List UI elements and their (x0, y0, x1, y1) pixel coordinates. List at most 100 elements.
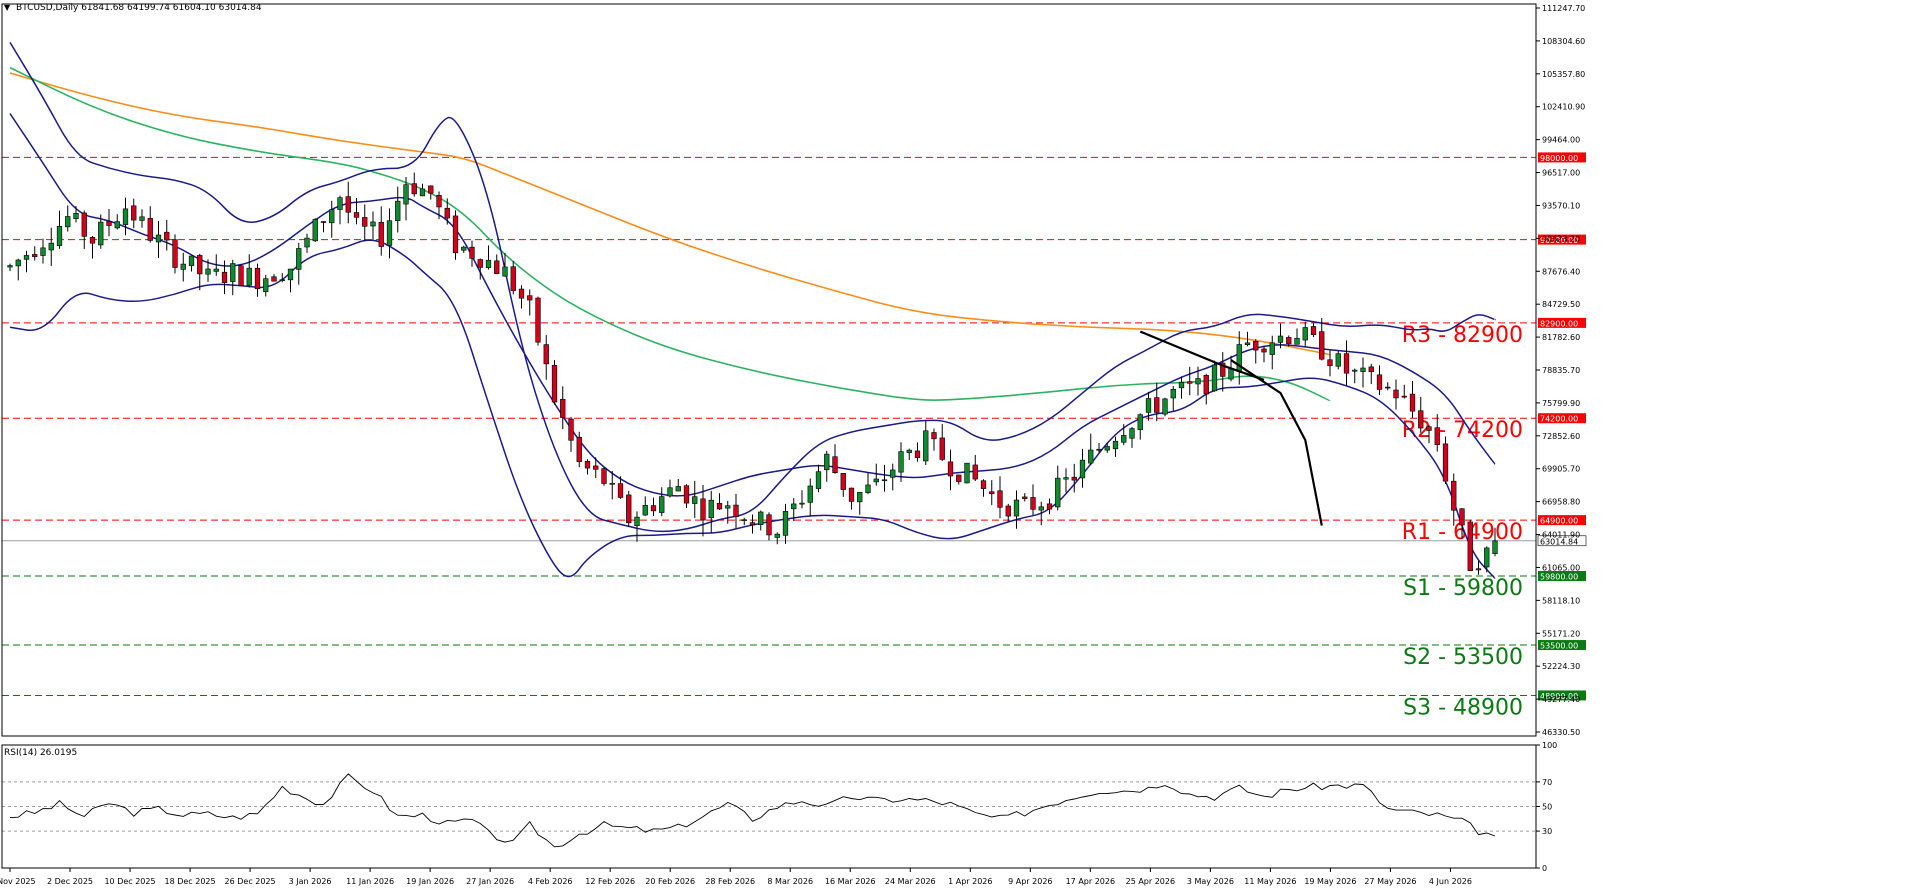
candle (238, 264, 244, 286)
x-tick-label: 27 May 2026 (1364, 877, 1416, 886)
candle (32, 246, 38, 261)
candle-body (989, 491, 995, 495)
candle (230, 259, 236, 296)
y-tick-label: 49277.40 (1542, 695, 1580, 704)
candle-body (1154, 397, 1160, 413)
candle (642, 496, 648, 516)
candle-body (147, 218, 153, 241)
candle (601, 467, 607, 486)
candle-body (692, 496, 698, 504)
candle (1203, 373, 1209, 405)
candle-body (1187, 381, 1193, 384)
candle-body (287, 268, 294, 281)
candle-body (114, 221, 120, 229)
candle (73, 205, 79, 223)
candle-body (89, 237, 96, 244)
candle (296, 242, 302, 285)
candle-body (857, 491, 863, 503)
candle (865, 472, 871, 495)
level-tag-text: 74200.00 (1540, 415, 1578, 424)
x-tick-label: 17 Apr 2026 (1066, 877, 1115, 886)
candle (947, 449, 954, 491)
candle (791, 498, 797, 521)
level-tag-90500.00: 90500.00 (1538, 234, 1586, 245)
x-tick-label: 4 Jun 2026 (1429, 877, 1472, 886)
candle-body (683, 485, 690, 504)
candle (626, 490, 632, 527)
candle (1335, 350, 1341, 370)
candle-body (1475, 568, 1482, 571)
candle (1393, 379, 1399, 410)
candle-body (1211, 364, 1218, 392)
candle-body (1170, 388, 1176, 399)
candle-body (1434, 427, 1440, 445)
candle-body (230, 263, 236, 282)
candle (560, 386, 566, 430)
candle-body (617, 483, 624, 498)
candle-body (1393, 389, 1399, 399)
candle-body (1228, 368, 1234, 380)
candle-body (956, 474, 962, 482)
last-price-tag: 63014.84 (1537, 535, 1587, 547)
candle-body (964, 462, 970, 484)
candle (428, 185, 434, 200)
candle (510, 261, 516, 295)
level-tag-box (1538, 640, 1586, 651)
candle-body (1063, 477, 1069, 480)
candle (1277, 323, 1284, 349)
y-tick-label: 93570.10 (1542, 201, 1580, 210)
candle (436, 191, 442, 220)
y-tick-label: 78835.70 (1542, 366, 1580, 375)
ma100-line (9, 66, 1331, 402)
candle-body (1401, 395, 1407, 398)
candle (23, 250, 30, 273)
candle-body (263, 278, 269, 292)
candle (890, 463, 896, 491)
candle (832, 444, 838, 474)
candle (1451, 473, 1457, 526)
candle (502, 252, 508, 277)
candle-body (667, 487, 673, 497)
x-tick-label: 18 Dec 2025 (165, 877, 216, 886)
candle-body (48, 242, 54, 251)
candle-body (791, 503, 797, 510)
candle-body (23, 255, 30, 260)
candle-body (320, 221, 327, 223)
candle (1129, 427, 1135, 448)
y-tick-label: 55171.20 (1542, 629, 1580, 638)
candle-body (1277, 335, 1284, 343)
candle-body (164, 231, 170, 241)
rsi-header: RSI(14) 26.0195 (4, 748, 78, 758)
candle-body (370, 221, 376, 227)
y-tick-label: 52224.30 (1542, 662, 1580, 671)
price-pane-frame (1, 3, 1537, 737)
candle (155, 220, 162, 258)
candle-body (502, 266, 508, 277)
candle (114, 214, 120, 230)
ohlc-values: 61841.68 64199.74 61604.10 63014.84 (81, 3, 262, 13)
x-tick-label: 11 Jan 2026 (346, 877, 394, 886)
candle-body (576, 436, 582, 462)
collapse-triangle-icon[interactable]: ▼ (4, 3, 11, 12)
level-tag-box (1538, 515, 1586, 526)
last-price-box (1537, 535, 1587, 547)
candle (271, 274, 277, 282)
last-price-text: 63014.84 (1540, 537, 1578, 546)
candle (1261, 345, 1267, 363)
y-tick-label: 96517.00 (1542, 169, 1580, 178)
candle-body (832, 456, 838, 473)
candle-body (741, 519, 747, 521)
candle (131, 198, 137, 229)
x-tick-label: 3 May 2026 (1187, 877, 1234, 886)
candle-body (1418, 410, 1424, 429)
candle (1492, 527, 1498, 557)
x-tick-label: 24 Mar 2026 (885, 877, 936, 886)
candle-body (139, 216, 145, 221)
bollinger-middle-line (9, 113, 1496, 497)
candle-body (881, 479, 888, 482)
candle-body (980, 480, 987, 489)
trendline-1 (1139, 330, 1265, 381)
level-label: S1 - 59800 (1403, 576, 1523, 601)
candle-body (188, 255, 195, 266)
candle-body (477, 259, 483, 268)
